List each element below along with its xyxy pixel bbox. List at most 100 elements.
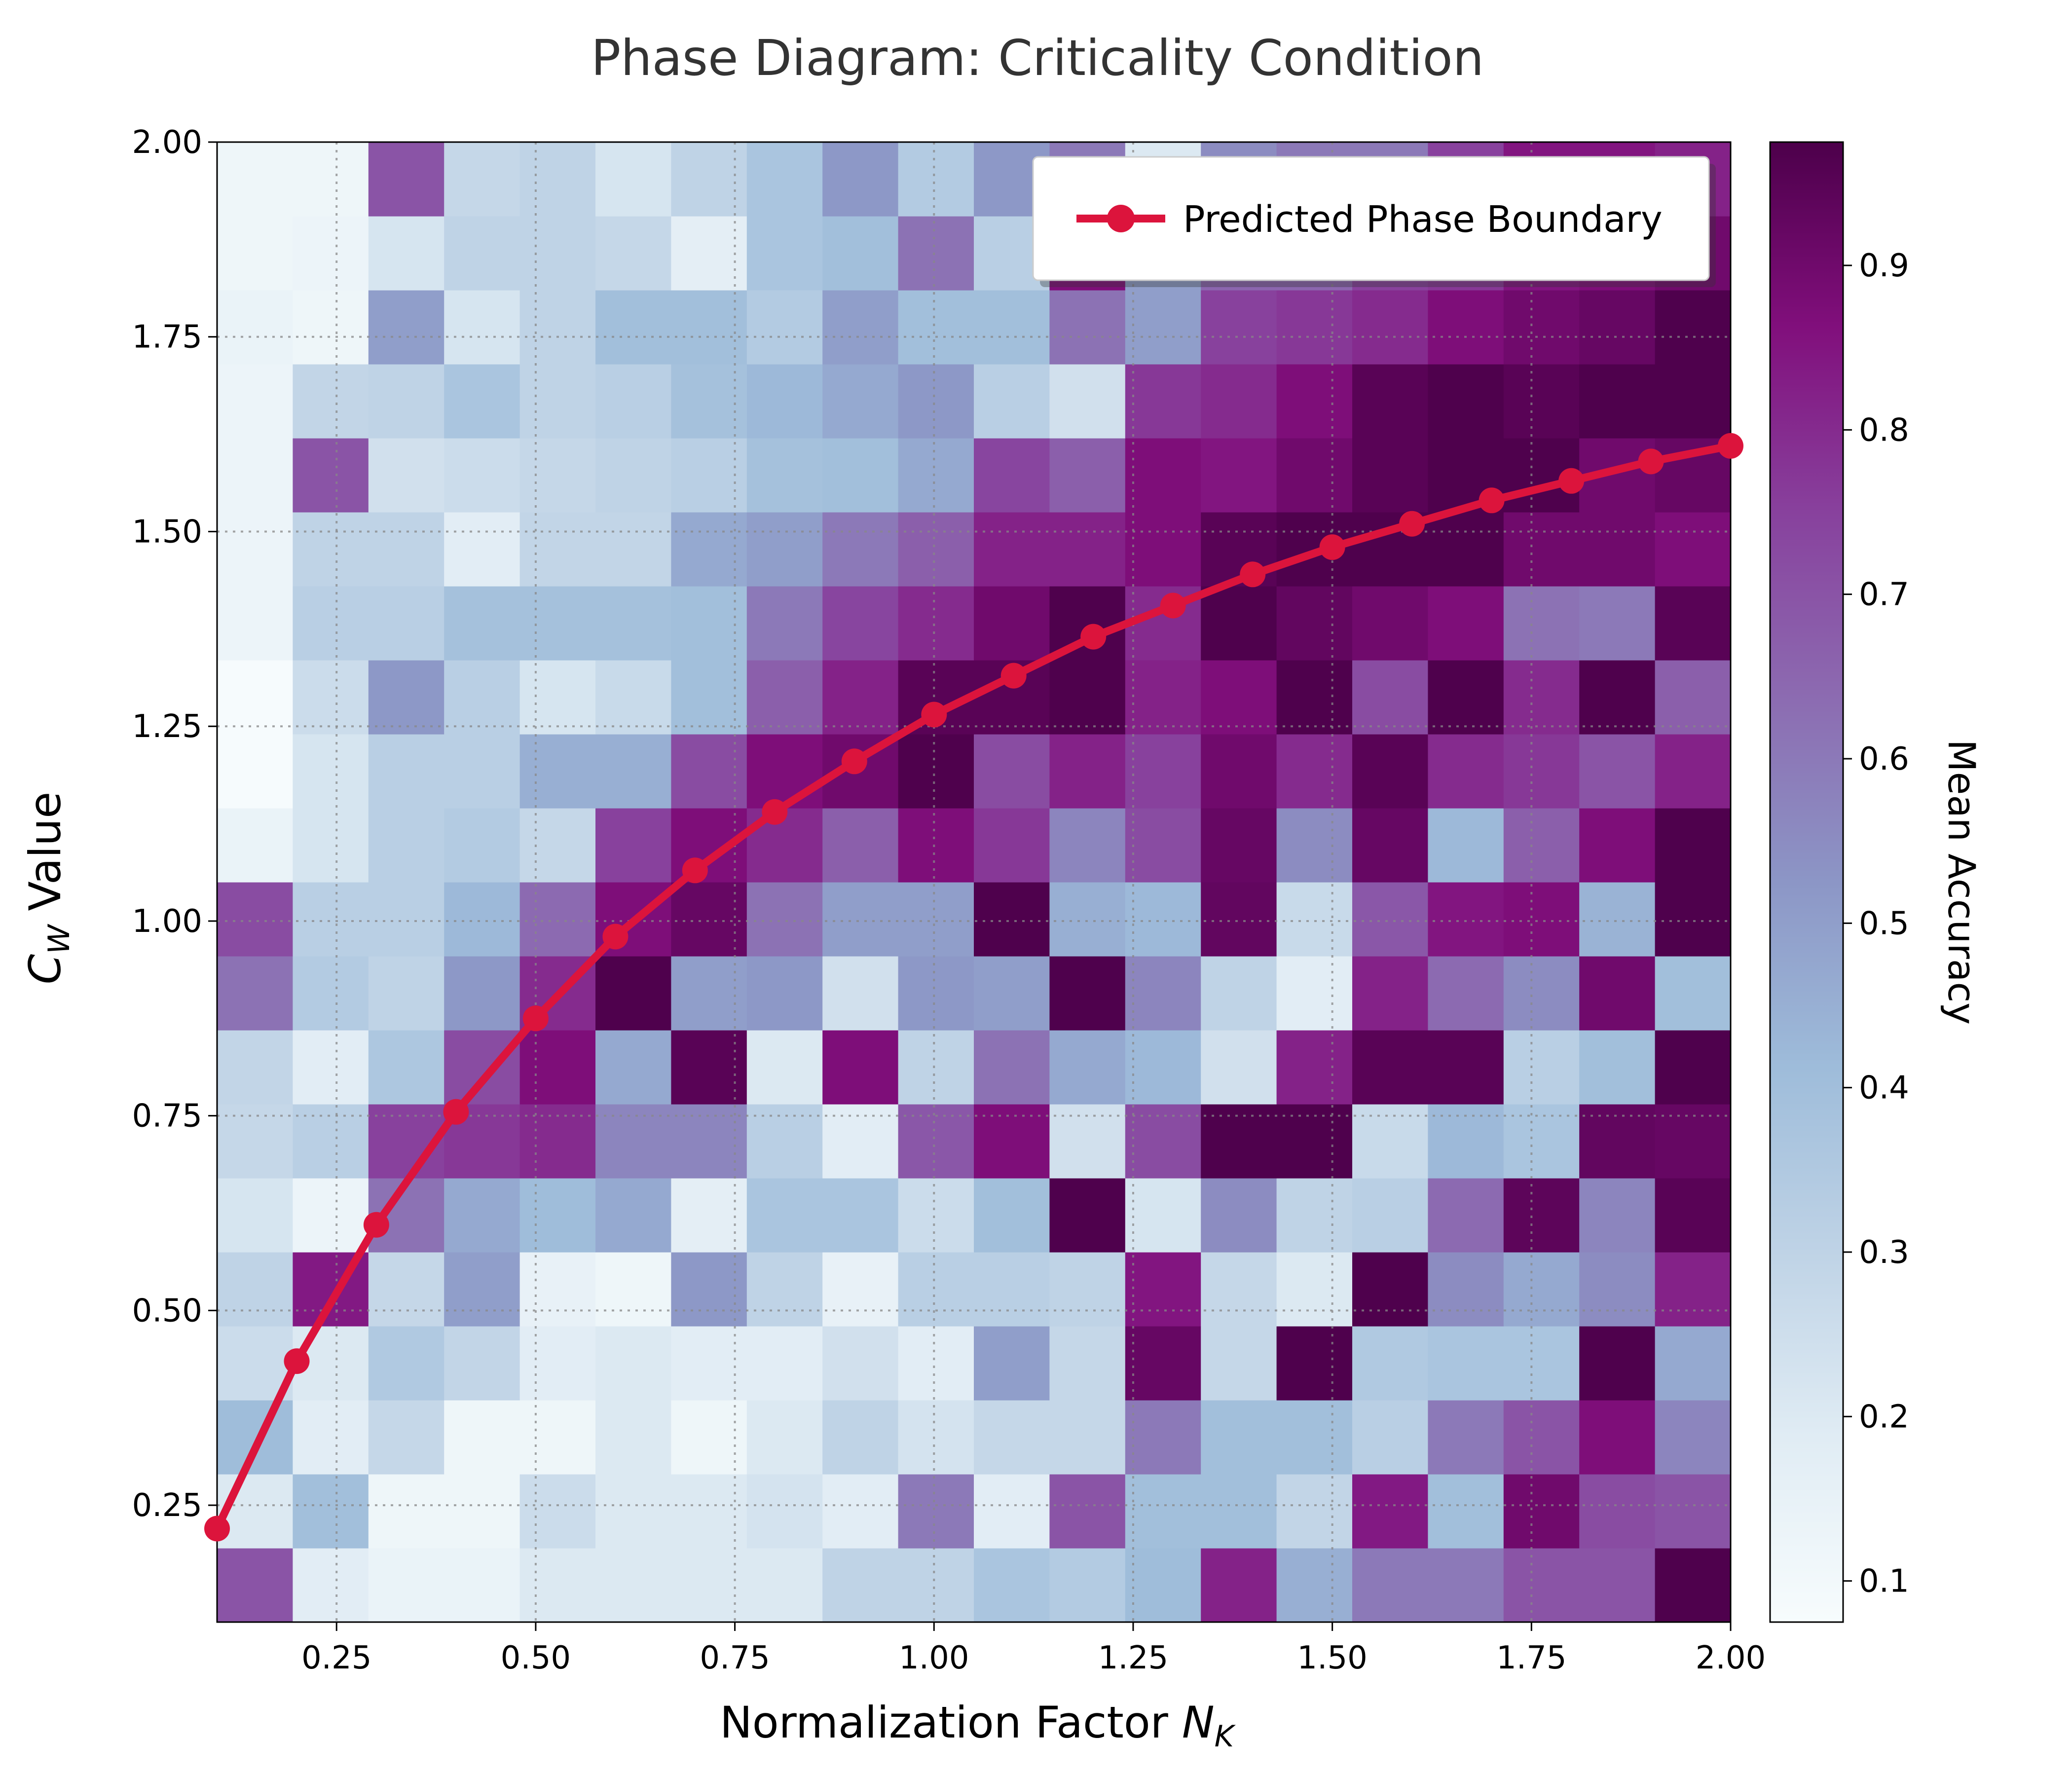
heatmap-cell <box>898 512 974 587</box>
heatmap-cell <box>746 956 823 1031</box>
heatmap-cell <box>519 1030 596 1105</box>
heatmap-cell <box>1125 1326 1201 1401</box>
heatmap-cell <box>293 586 369 661</box>
heatmap-cell <box>1049 882 1126 957</box>
heatmap-cell <box>1125 734 1201 809</box>
heatmap-cell <box>822 1030 899 1105</box>
y-axis-label-symbol: C <box>20 954 71 984</box>
legend-label: Predicted Phase Boundary <box>1183 198 1663 241</box>
heatmap-cell <box>595 438 671 513</box>
heatmap-cell <box>1201 1252 1277 1327</box>
heatmap-cell <box>1352 1030 1428 1105</box>
heatmap-cell <box>444 1400 520 1475</box>
heatmap-cell <box>217 808 293 883</box>
y-tick-label: 1.75 <box>132 319 203 356</box>
heatmap-cell <box>595 586 671 661</box>
boundary-point <box>363 1212 389 1238</box>
boundary-point <box>1558 468 1585 494</box>
heatmap-cell <box>1503 1252 1580 1327</box>
heatmap-cell <box>1049 1400 1126 1475</box>
heatmap-cell <box>1049 290 1126 365</box>
chart-title: Phase Diagram: Criticality Condition <box>591 29 1484 87</box>
heatmap-cell <box>898 1548 974 1623</box>
y-axis-label-text: Value <box>20 792 71 925</box>
heatmap-cell <box>1276 438 1353 513</box>
heatmap-cell <box>898 1326 974 1401</box>
heatmap-cell <box>595 142 671 217</box>
heatmap-cell <box>1428 364 1504 439</box>
heatmap-cell <box>822 1548 899 1623</box>
boundary-point <box>921 702 947 728</box>
heatmap-cell <box>368 956 444 1031</box>
heatmap-cell <box>898 1474 974 1549</box>
heatmap-cells <box>217 142 1731 1623</box>
heatmap-cell <box>746 586 823 661</box>
heatmap-cell <box>1049 1474 1126 1549</box>
heatmap-cell <box>1352 882 1428 957</box>
heatmap-cell <box>1428 1326 1504 1401</box>
heatmap-cell <box>217 1030 293 1105</box>
colorbar-tick-label: 0.1 <box>1859 1563 1909 1600</box>
heatmap-cell <box>1428 1252 1504 1327</box>
heatmap-cell <box>1428 660 1504 735</box>
heatmap-cell <box>1125 512 1201 587</box>
heatmap-cell <box>974 290 1050 365</box>
heatmap-cell <box>444 586 520 661</box>
heatmap-cell <box>217 882 293 957</box>
heatmap-cell <box>1655 1252 1731 1327</box>
heatmap-cell <box>217 1400 293 1475</box>
heatmap-cell <box>1579 734 1656 809</box>
heatmap-cell <box>1579 1474 1656 1549</box>
heatmap-cell <box>1655 808 1731 883</box>
heatmap-cell <box>1579 1252 1656 1327</box>
heatmap-cell <box>595 808 671 883</box>
heatmap-cell <box>974 1474 1050 1549</box>
boundary-point <box>522 1005 549 1032</box>
heatmap-cell <box>293 216 369 291</box>
colorbar-tick-label: 0.8 <box>1859 412 1909 448</box>
heatmap-cell <box>368 290 444 365</box>
heatmap-cell <box>1201 956 1277 1031</box>
heatmap-cell <box>444 1178 520 1253</box>
heatmap-cell <box>368 364 444 439</box>
heatmap-cell <box>974 734 1050 809</box>
heatmap-cell <box>217 660 293 735</box>
boundary-point <box>443 1099 469 1125</box>
heatmap-cell <box>1428 1400 1504 1475</box>
heatmap-cell <box>1125 882 1201 957</box>
heatmap-cell <box>444 1326 520 1401</box>
plot-frame <box>216 141 1732 1623</box>
heatmap-cell <box>595 1104 671 1179</box>
heatmap-cell <box>746 216 823 291</box>
heatmap-cell <box>671 1474 747 1549</box>
heatmap-cell <box>1579 512 1656 587</box>
heatmap-cell <box>519 660 596 735</box>
heatmap-cell <box>974 1326 1050 1401</box>
heatmap-cell <box>898 734 974 809</box>
heatmap-cell <box>1201 1548 1277 1623</box>
heatmap-cell <box>1579 586 1656 661</box>
heatmap-cell <box>822 808 899 883</box>
colorbar-tick-label: 0.5 <box>1859 905 1909 942</box>
heatmap-cell <box>293 290 369 365</box>
heatmap-cell <box>1125 660 1201 735</box>
heatmap-cell <box>293 956 369 1031</box>
boundary-point <box>284 1348 310 1374</box>
heatmap-cell <box>293 512 369 587</box>
heatmap-cell <box>519 216 596 291</box>
heatmap-cell <box>1276 808 1353 883</box>
heatmap-cell <box>822 1474 899 1549</box>
heatmap-cell <box>1125 1030 1201 1105</box>
heatmap-cell <box>822 1400 899 1475</box>
heatmap-cell <box>1655 1400 1731 1475</box>
heatmap-cell <box>595 660 671 735</box>
heatmap-cell <box>217 1548 293 1623</box>
heatmap-cell <box>746 438 823 513</box>
heatmap-cell <box>1503 586 1580 661</box>
heatmap-cell <box>1655 956 1731 1031</box>
heatmap-cell <box>519 808 596 883</box>
boundary-point <box>1638 448 1664 475</box>
y-tick-label: 0.75 <box>132 1098 203 1135</box>
heatmap-cell <box>1125 438 1201 513</box>
heatmap-cell <box>1125 364 1201 439</box>
